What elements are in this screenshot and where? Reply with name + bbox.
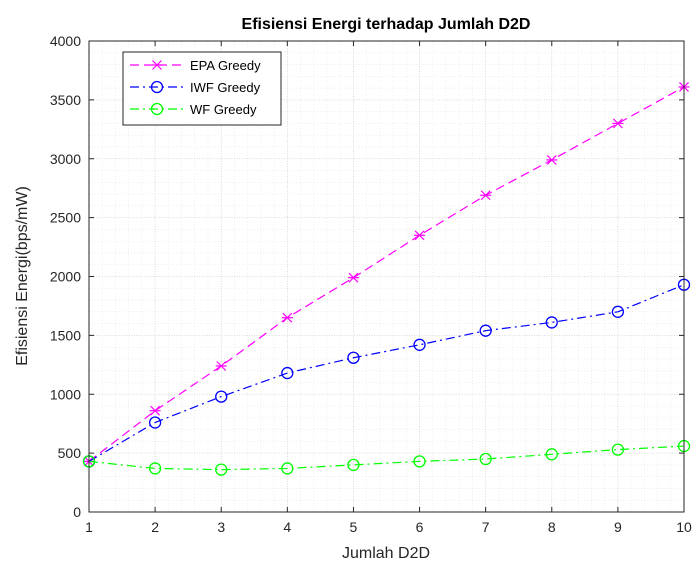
x-tick-label: 6 <box>416 519 424 535</box>
y-tick-label: 0 <box>73 504 81 520</box>
legend-label: EPA Greedy <box>190 58 261 73</box>
legend-label: IWF Greedy <box>190 80 261 95</box>
data-point <box>611 443 625 456</box>
legend-box <box>122 51 282 126</box>
y-tick-label: 2000 <box>50 269 81 285</box>
data-point <box>215 390 228 403</box>
x-tick-label: 1 <box>85 519 93 535</box>
x-tick-label: 10 <box>676 519 692 535</box>
legend-item: IWF Greedy <box>130 80 261 95</box>
data-point <box>414 230 426 241</box>
legend-marker <box>150 80 164 94</box>
y-tick-label: 1500 <box>50 327 81 343</box>
series-line <box>88 445 685 471</box>
data-point <box>347 351 360 364</box>
x-axis-title: Jumlah D2D <box>342 545 430 562</box>
data-point <box>480 190 492 201</box>
series-line <box>88 284 685 462</box>
data-point <box>215 361 227 371</box>
data-point <box>545 448 558 461</box>
data-point <box>347 272 359 283</box>
y-axis-ticks: 0 500 1000 1500 2000 2500 3000 3500 4000 <box>50 33 684 520</box>
data-point <box>215 463 228 476</box>
x-tick-label: 3 <box>217 519 225 535</box>
data-point <box>479 324 492 337</box>
x-tick-label: 4 <box>283 519 291 535</box>
chart-title: Efisiensi Energi terhadap Jumlah D2D <box>242 16 531 33</box>
data-point <box>611 305 625 318</box>
x-tick-label: 7 <box>482 519 490 535</box>
x-axis-ticks: 1 2 3 4 5 6 7 8 9 10 <box>85 41 692 535</box>
y-tick-label: 500 <box>58 445 82 461</box>
legend-item: WF Greedy <box>130 102 257 117</box>
data-point <box>347 458 360 472</box>
x-tick-label: 5 <box>350 519 358 535</box>
data-point <box>148 416 162 429</box>
data-point <box>281 312 293 323</box>
x-tick-label: 9 <box>614 519 622 535</box>
y-axis-title: Efisiensi Energi(bps/mW) <box>14 186 31 366</box>
y-tick-label: 2500 <box>50 210 81 226</box>
legend-label: WF Greedy <box>190 102 257 117</box>
data-point <box>612 118 624 129</box>
data-point <box>413 338 426 351</box>
legend: EPA Greedy IWF Greedy WF Greedy <box>122 51 282 126</box>
data-point <box>479 452 492 466</box>
data-point <box>148 462 162 475</box>
data-point <box>281 462 294 475</box>
series-line <box>88 86 685 462</box>
minor-grid <box>89 41 684 512</box>
legend-marker <box>150 102 164 116</box>
y-tick-label: 3500 <box>50 92 81 108</box>
data-point <box>545 316 558 329</box>
x-tick-label: 2 <box>151 519 159 535</box>
y-tick-label: 1000 <box>50 386 81 402</box>
x-tick-label: 8 <box>548 519 556 535</box>
data-point <box>149 405 161 416</box>
legend-item: EPA Greedy <box>130 58 261 73</box>
data-point <box>281 366 294 380</box>
data-point <box>546 155 558 165</box>
data-point <box>413 455 426 468</box>
legend-marker <box>151 60 163 70</box>
y-tick-label: 4000 <box>50 33 81 49</box>
y-tick-label: 3000 <box>50 151 81 167</box>
